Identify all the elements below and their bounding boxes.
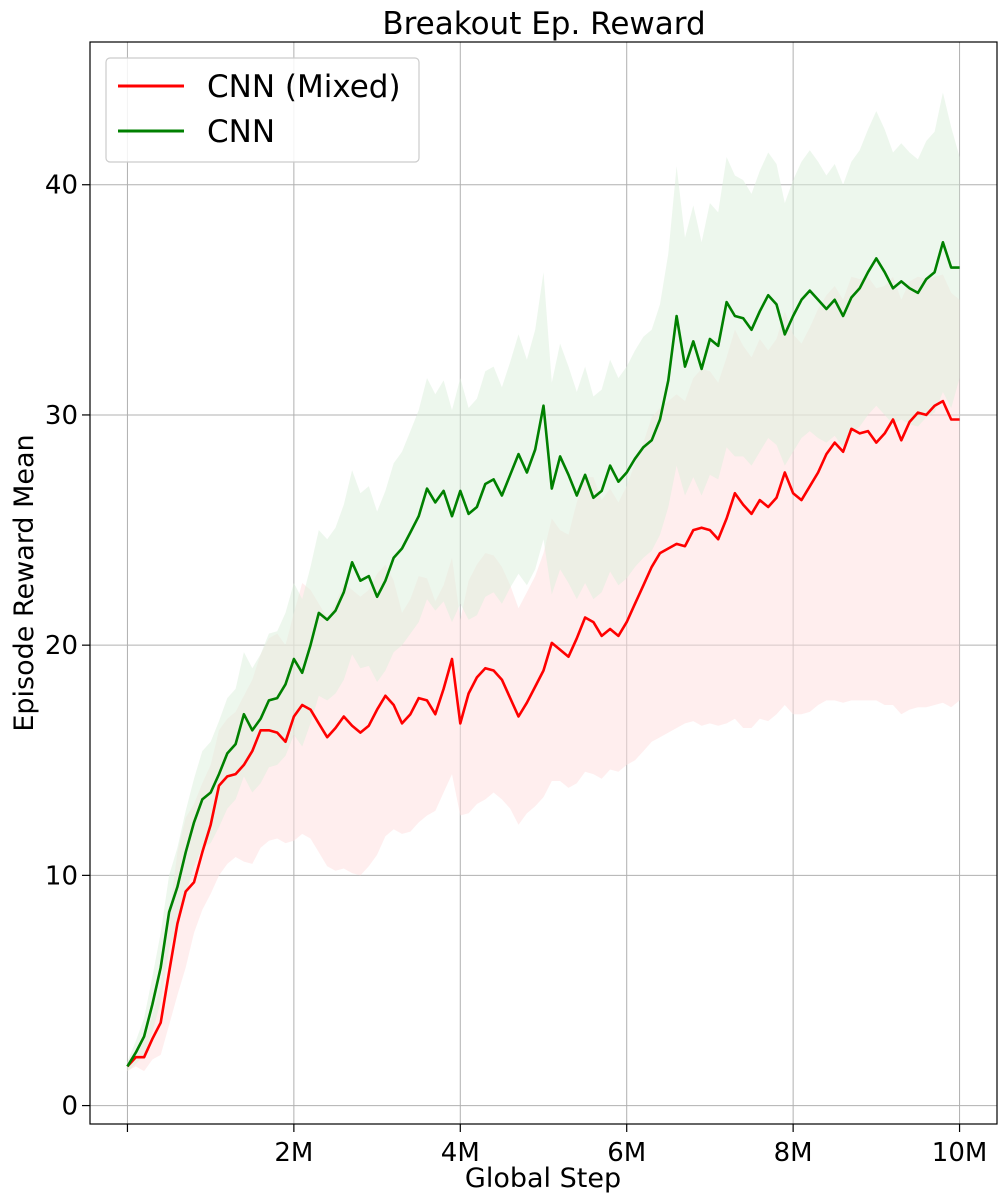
y-axis-ticks: 0 10 20 30 40 [45,171,90,1122]
chart-title: Breakout Ep. Reward [382,6,705,42]
band-cnn [127,92,960,1072]
x-tick-label-3: 6M [607,1138,646,1168]
x-tick-label-4: 8M [774,1138,813,1168]
y-tick-label-2: 20 [45,631,78,661]
y-tick-label-4: 40 [45,171,78,201]
x-tick-label-1: 2M [274,1138,313,1168]
legend-label-cnn-mixed: CNN (Mixed) [207,69,401,105]
x-axis-label: Global Step [465,1163,621,1194]
series-line-cnn [126,241,960,1068]
legend-box [105,57,420,163]
x-tick-label-2: 4M [441,1138,480,1168]
series-line-cnn-mixed [126,399,960,1068]
series-lines [126,241,960,1068]
legend-label-cnn: CNN [207,114,275,150]
plot-area-frame [89,41,998,1125]
x-tick-label-5: 10M [932,1138,988,1168]
y-axis-label: Episode Reward Mean [9,434,40,731]
legend: CNN (Mixed) CNN [105,57,420,163]
y-tick-label-1: 10 [45,861,78,891]
y-tick-label-0: 0 [61,1092,78,1122]
y-tick-label-3: 30 [45,401,78,431]
x-axis-ticks: 2M 4M 6M 8M 10M [126,1124,988,1168]
